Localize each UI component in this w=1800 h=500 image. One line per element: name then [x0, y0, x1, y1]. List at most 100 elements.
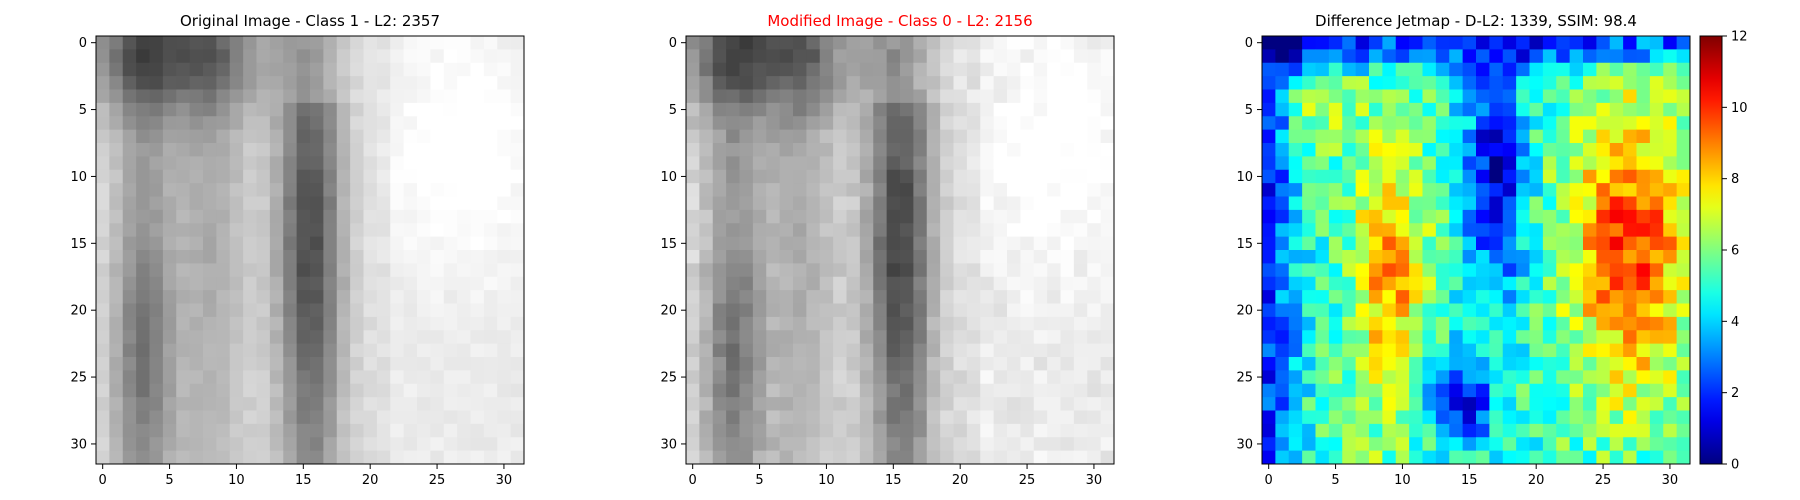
- pixel-cell: [323, 290, 338, 304]
- pixel-cell: [363, 290, 378, 304]
- pixel-cell: [296, 62, 311, 77]
- pixel-cell: [712, 116, 727, 131]
- pixel-cell: [136, 357, 150, 371]
- pixel-cell: [229, 62, 244, 77]
- pixel-cell: [1542, 156, 1557, 171]
- pixel-cell: [203, 303, 217, 318]
- pixel-cell: [336, 102, 351, 117]
- pixel-cell: [1542, 236, 1557, 251]
- pixel-cell: [766, 223, 781, 238]
- pixel-cell: [846, 196, 861, 211]
- pixel-cell: [1315, 209, 1330, 224]
- pixel-cell: [873, 169, 888, 184]
- pixel-cell: [1663, 49, 1678, 64]
- pixel-cell: [1060, 223, 1075, 238]
- pixel-cell: [993, 316, 1008, 331]
- pixel-cell: [1676, 169, 1691, 184]
- pixel-cell: [122, 36, 137, 50]
- pixel-cell: [1100, 330, 1115, 345]
- pixel-cell: [269, 423, 284, 438]
- pixel-cell: [1449, 330, 1464, 345]
- pixel-cell: [283, 450, 298, 465]
- pixel-cell: [497, 423, 512, 438]
- x-tick-label: 30: [496, 473, 513, 488]
- pixel-cell: [1060, 250, 1075, 264]
- pixel-cell: [283, 250, 298, 264]
- pixel-cell: [726, 49, 740, 64]
- pixel-cell: [376, 36, 391, 50]
- pixel-cell: [296, 250, 311, 264]
- pixel-cell: [1262, 129, 1276, 144]
- pixel-cell: [1073, 370, 1088, 385]
- pixel-cell: [1087, 236, 1102, 251]
- pixel-cell: [149, 370, 164, 385]
- y-tick-label: 10: [1236, 170, 1253, 185]
- pixel-cell: [1288, 397, 1303, 411]
- pixel-cell: [819, 116, 834, 131]
- pixel-cell: [1315, 183, 1330, 197]
- pixel-cell: [686, 129, 700, 144]
- pixel-cell: [1395, 236, 1410, 251]
- pixel-cell: [1328, 36, 1343, 50]
- pixel-cell: [1676, 397, 1691, 411]
- pixel-cell: [953, 36, 968, 50]
- pixel-cell: [859, 357, 874, 371]
- pixel-cell: [443, 183, 458, 197]
- pixel-cell: [752, 330, 767, 345]
- pixel-cell: [1382, 303, 1397, 318]
- pixel-cell: [229, 196, 244, 211]
- pixel-cell: [833, 357, 847, 371]
- pixel-cell: [712, 316, 727, 331]
- pixel-cell: [953, 276, 968, 291]
- pixel-cell: [1649, 169, 1664, 184]
- pixel-cell: [1609, 76, 1624, 90]
- pixel-cell: [510, 62, 525, 77]
- pixel-cell: [1369, 303, 1383, 318]
- pixel-cell: [283, 89, 298, 104]
- pixel-cell: [1020, 196, 1035, 211]
- pixel-cell: [376, 330, 391, 345]
- pixel-cell: [1462, 410, 1477, 425]
- pixel-cell: [1542, 276, 1557, 291]
- pixel-cell: [390, 383, 405, 398]
- pixel-cell: [1663, 62, 1678, 77]
- pixel-cell: [430, 129, 445, 144]
- pixel-cell: [926, 236, 941, 251]
- pixel-cell: [1382, 370, 1397, 385]
- pixel-cell: [1342, 76, 1357, 90]
- pixel-cell: [980, 370, 995, 385]
- pixel-cell: [712, 437, 727, 452]
- pixel-cell: [1542, 196, 1557, 211]
- pixel-cell: [1355, 62, 1370, 77]
- pixel-cell: [1409, 209, 1423, 224]
- pixel-cell: [766, 49, 781, 64]
- pixel-cell: [283, 62, 298, 77]
- pixel-cell: [497, 169, 512, 184]
- pixel-cell: [1476, 383, 1490, 398]
- pixel-cell: [1676, 116, 1691, 131]
- pixel-cell: [510, 383, 525, 398]
- pixel-cell: [1462, 303, 1477, 318]
- pixel-cell: [376, 450, 391, 465]
- pixel-cell: [162, 410, 177, 425]
- pixel-cell: [109, 343, 124, 358]
- pixel-cell: [1489, 223, 1504, 238]
- pixel-cell: [1100, 129, 1115, 144]
- pixel-cell: [926, 276, 941, 291]
- pixel-cell: [390, 156, 405, 171]
- pixel-cell: [1502, 263, 1517, 278]
- pixel-cell: [1355, 116, 1370, 131]
- pixel-cell: [1516, 169, 1530, 184]
- pixel-cell: [1355, 156, 1370, 171]
- pixel-cell: [1395, 343, 1410, 358]
- pixel-cell: [726, 223, 740, 238]
- pixel-cell: [779, 156, 794, 171]
- pixel-cell: [122, 330, 137, 345]
- pixel-cell: [1369, 129, 1383, 144]
- pixel-cell: [1382, 276, 1397, 291]
- pixel-cell: [739, 397, 754, 411]
- pixel-cell: [993, 330, 1008, 345]
- pixel-cell: [833, 196, 847, 211]
- colorbar-tick-label: 10: [1731, 101, 1748, 116]
- pixel-cell: [900, 76, 914, 90]
